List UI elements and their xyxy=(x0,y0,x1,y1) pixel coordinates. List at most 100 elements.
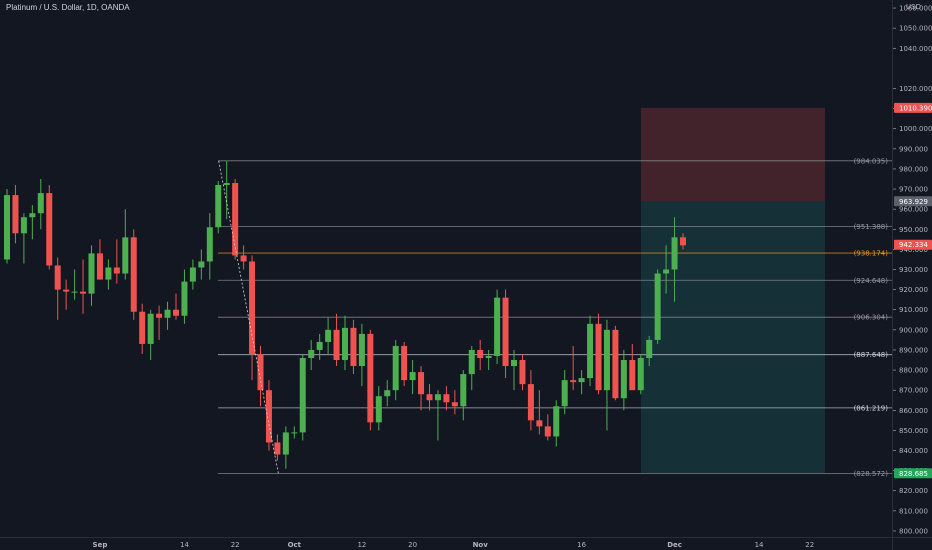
candle-body xyxy=(671,237,678,270)
candle-body xyxy=(88,253,95,294)
time-tick-label: Dec xyxy=(667,541,682,549)
fib-level-label: (924.648) xyxy=(854,277,889,285)
candle-body xyxy=(375,396,382,423)
stop-zone xyxy=(641,107,825,202)
time-tick-label: 22 xyxy=(231,541,240,549)
price-tick-label: 840.000 xyxy=(899,447,928,455)
time-tick-label: 12 xyxy=(357,541,366,549)
candle-body xyxy=(401,345,408,381)
time-tick-label: 22 xyxy=(805,541,814,549)
price-tick-label: 980.000 xyxy=(899,165,928,173)
candle-body xyxy=(409,372,416,381)
candle-body xyxy=(46,193,53,266)
candle-body xyxy=(164,309,171,318)
fib-level-label: (984.035) xyxy=(854,157,889,165)
candle-body xyxy=(544,426,551,437)
price-tick-label: 930.000 xyxy=(899,266,928,274)
time-tick-label: 20 xyxy=(408,541,417,549)
candle-body xyxy=(418,372,425,395)
candle-body xyxy=(612,329,619,399)
price-tick-label: 820.000 xyxy=(899,487,928,495)
candle-body xyxy=(80,291,87,294)
price-label-text: 942.334 xyxy=(899,241,928,249)
candle-body xyxy=(494,297,501,356)
price-tick-label: 960.000 xyxy=(899,206,928,214)
candle-body xyxy=(198,261,205,268)
candle-body xyxy=(519,360,526,385)
price-tick-label: 970.000 xyxy=(899,186,928,194)
price-tick-label: 1050.000 xyxy=(899,25,932,33)
time-axis[interactable]: 17Sep1422Oct1220Nov16Dec1422 xyxy=(0,541,815,549)
chart-title: Platinum / U.S. Dollar, 1D, OANDA xyxy=(6,3,130,12)
candle-body xyxy=(536,420,543,427)
candle-body xyxy=(570,380,577,383)
price-tick-label: 920.000 xyxy=(899,286,928,294)
price-tick-label: 850.000 xyxy=(899,427,928,435)
candle-body xyxy=(342,327,348,361)
price-label-text: 963.929 xyxy=(899,198,928,206)
candle-body xyxy=(333,329,340,361)
price-label-text: 1010.390 xyxy=(899,104,932,112)
candle-body xyxy=(29,213,36,218)
candle-body xyxy=(595,323,602,391)
candle-body xyxy=(96,253,103,280)
candle-body xyxy=(477,349,484,358)
candle-body xyxy=(654,273,661,340)
price-tick-label: 800.000 xyxy=(899,527,928,535)
time-tick-label: Oct xyxy=(288,541,302,549)
trend-line xyxy=(218,160,279,474)
candle-body xyxy=(105,267,112,280)
candle-body xyxy=(215,185,222,228)
candle-body xyxy=(426,394,433,401)
candle-body xyxy=(4,195,10,260)
price-tick-label: 870.000 xyxy=(899,387,928,395)
candle-body xyxy=(181,281,188,316)
candle-body xyxy=(147,313,154,344)
time-tick-label: 14 xyxy=(755,541,764,549)
price-labels: 1010.390 963.929 942.334 828.685 xyxy=(894,102,932,479)
candle-body xyxy=(240,255,247,262)
price-tick-label: 1040.000 xyxy=(899,45,932,53)
price-tick-label: 910.000 xyxy=(899,306,928,314)
candle-body xyxy=(325,329,332,342)
candle-body xyxy=(561,380,568,407)
candle-body xyxy=(350,327,357,367)
candle-body xyxy=(680,237,686,246)
candle-body xyxy=(206,227,213,262)
candle-body xyxy=(130,237,137,312)
price-tick-label: 990.000 xyxy=(899,145,928,153)
position-zones xyxy=(641,107,825,474)
candle-body xyxy=(620,360,627,399)
candle-body xyxy=(392,345,399,391)
fib-level-label: (861.219) xyxy=(854,404,889,412)
candles xyxy=(4,160,686,469)
candle-body xyxy=(578,378,585,383)
candle-body xyxy=(308,349,315,358)
candle-body xyxy=(358,333,365,367)
candle-body xyxy=(274,442,281,455)
candle-body xyxy=(663,269,670,274)
price-tick-label: 1020.000 xyxy=(899,85,932,93)
price-tick-label: 900.000 xyxy=(899,326,928,334)
price-tick-label: 860.000 xyxy=(899,407,928,415)
price-label-box xyxy=(894,196,932,207)
candle-body xyxy=(139,311,146,344)
candle-body xyxy=(511,360,517,367)
price-tick-label: 1060.000 xyxy=(899,5,932,13)
time-tick-label: 16 xyxy=(577,541,586,549)
candle-body xyxy=(71,291,78,293)
candle-body xyxy=(54,265,61,290)
candle-body xyxy=(20,217,27,234)
currency-label: USD xyxy=(906,3,921,11)
candle-body xyxy=(646,339,653,358)
candle-body xyxy=(113,267,120,274)
fib-level-label: (938.174) xyxy=(854,250,889,258)
time-tick-label: Sep xyxy=(93,541,108,549)
price-label-box xyxy=(894,102,932,113)
trend-line-segment xyxy=(218,160,279,474)
candle-body xyxy=(468,349,475,375)
fib-level-label: (828.572) xyxy=(854,470,889,478)
